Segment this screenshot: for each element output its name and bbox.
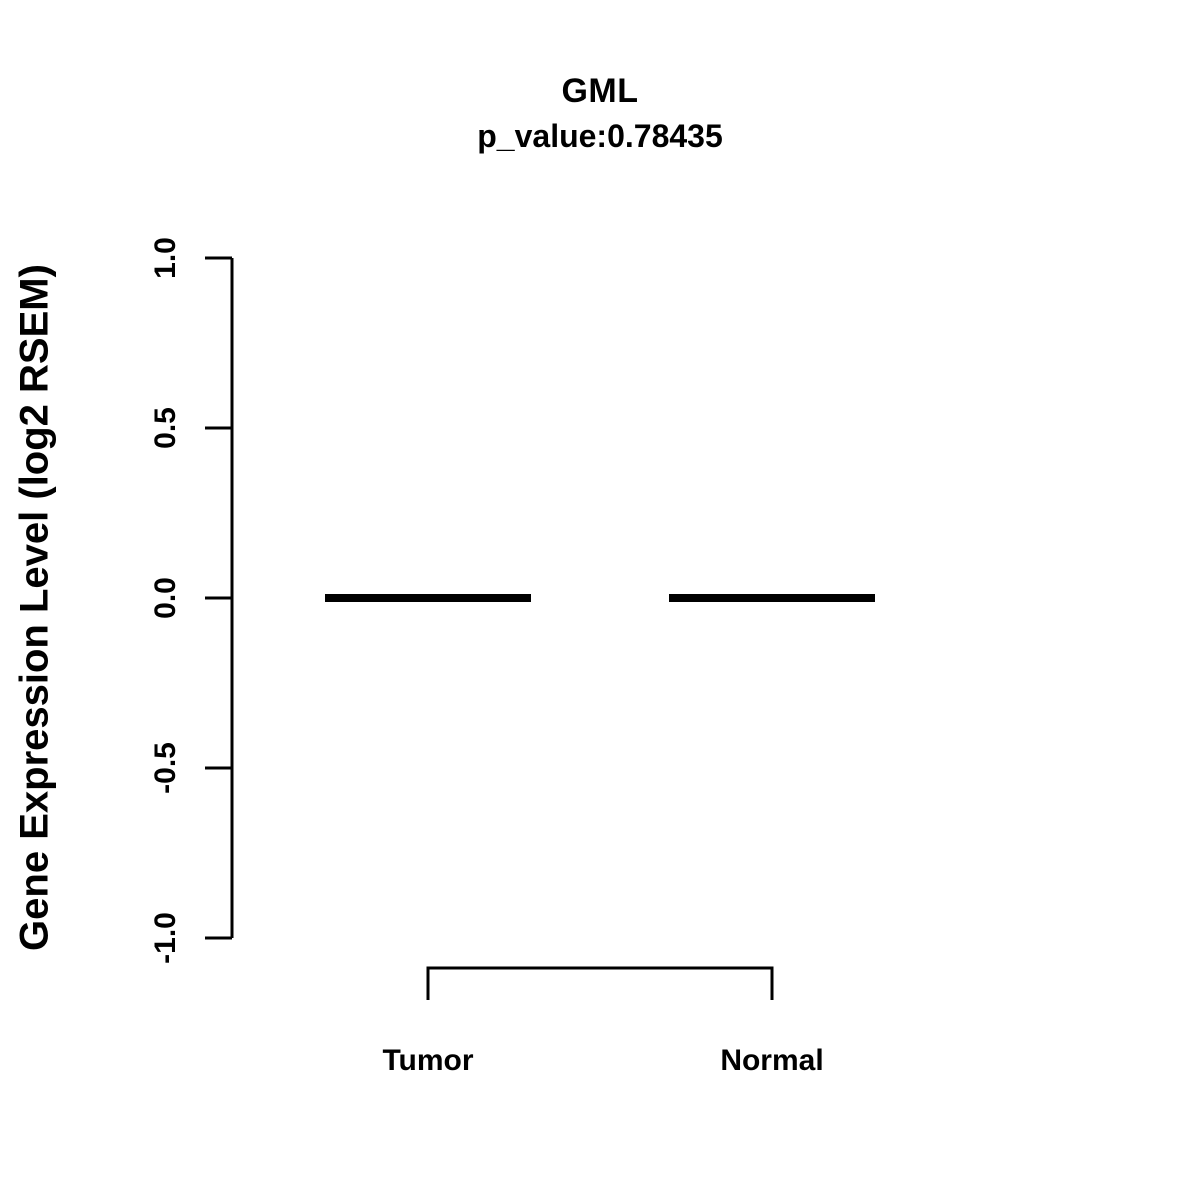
y-tick-label: -1.0 [149,912,182,964]
y-tick-label: -0.5 [149,742,182,794]
y-tick-label: 0.0 [149,577,182,619]
chart-title: GML [561,72,639,110]
x-category-label-normal: Normal [720,1044,823,1077]
y-tick-label: 1.0 [149,237,182,279]
x-category-label-tumor: Tumor [382,1044,473,1077]
group-bracket [426,966,774,1000]
chart-subtitle: p_value:0.78435 [477,118,723,154]
y-tick-label: 0.5 [149,407,182,449]
